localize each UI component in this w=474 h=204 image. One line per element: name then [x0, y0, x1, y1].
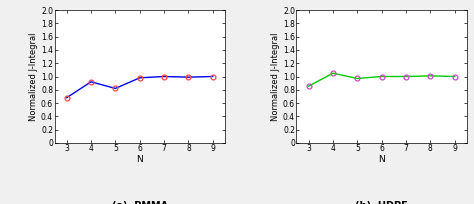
X-axis label: N: N [378, 155, 385, 164]
X-axis label: N: N [137, 155, 143, 164]
Y-axis label: Normalized J-Integral: Normalized J-Integral [29, 32, 38, 121]
Text: (a)  PMMA: (a) PMMA [112, 201, 168, 204]
Y-axis label: Normalized J-Integral: Normalized J-Integral [271, 32, 280, 121]
Text: (b)  HDPE: (b) HDPE [356, 201, 408, 204]
